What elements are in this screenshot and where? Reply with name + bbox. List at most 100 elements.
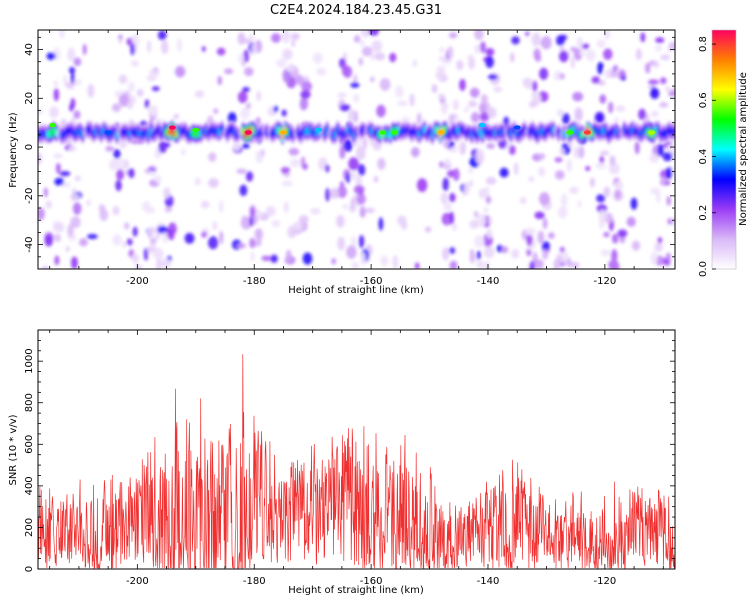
heatmap-speckle — [114, 90, 121, 97]
heatmap-speckle — [370, 53, 376, 61]
heatmap-speckle — [336, 214, 345, 228]
heatmap-speckle — [585, 166, 591, 172]
heatmap-speckle — [237, 91, 248, 104]
heatmap-speckle — [53, 153, 63, 159]
heatmap-speckle — [44, 234, 54, 247]
heatmap-speckle — [144, 206, 156, 214]
heatmap-speckle — [245, 171, 254, 182]
heatmap-speckle — [157, 30, 167, 41]
heatmap-speckle — [130, 255, 140, 261]
heatmap-speckle — [487, 107, 497, 119]
heatmap-speckle — [250, 251, 255, 262]
heatmap-speckle — [358, 235, 365, 249]
heatmap-speckle — [499, 167, 509, 178]
heatmap-speckle — [240, 216, 252, 230]
heatmap-band-layer — [38, 119, 675, 146]
snr-y-tick-label: 1000 — [24, 348, 35, 373]
heatmap-speckle — [357, 164, 366, 176]
heatmap-speckle — [281, 109, 287, 117]
heatmap-speckle — [493, 86, 503, 93]
heatmap-speckle — [611, 249, 618, 263]
heatmap-speckle — [236, 243, 247, 249]
heatmap-speckle — [162, 231, 168, 244]
heatmap-speckle — [463, 182, 471, 195]
heatmap-band-peak — [379, 130, 387, 135]
heatmap-speckle — [659, 77, 667, 85]
heatmap-speckle — [174, 65, 186, 78]
heatmap-speckle — [508, 145, 516, 155]
heatmap-speckle — [232, 140, 241, 152]
heatmap-speckle — [251, 42, 258, 55]
heatmap-speckle — [650, 187, 661, 195]
heatmap-speckle — [436, 65, 447, 72]
heatmap-speckle — [376, 104, 386, 118]
heatmap-speckle — [531, 91, 540, 100]
heatmap-speckle — [260, 148, 265, 157]
heatmap-speckle — [342, 203, 349, 210]
heatmap-speckle — [131, 33, 140, 47]
heatmap-speckle — [442, 247, 450, 261]
heatmap-speckle — [547, 232, 555, 239]
heatmap-speckle — [463, 106, 470, 113]
heatmap-speckle — [647, 79, 659, 85]
heatmap-speckle — [353, 184, 365, 195]
heatmap-speckle — [438, 161, 444, 168]
heatmap-speckle — [242, 86, 250, 93]
heatmap-speckle — [62, 74, 68, 86]
heatmap-speckle — [353, 93, 360, 103]
heatmap-speckle — [554, 170, 565, 180]
heatmap-speckle — [289, 158, 301, 168]
heatmap-speckle — [364, 207, 375, 214]
heatmap-speckle — [237, 32, 246, 45]
heatmap-speckle — [79, 238, 88, 247]
heatmap-speckle — [242, 143, 250, 149]
heatmap-speckle — [511, 36, 520, 45]
heatmap-speckle — [56, 222, 65, 233]
heatmap-speckle — [53, 88, 60, 102]
heatmap-speckle — [458, 143, 463, 151]
heatmap-speckle — [132, 226, 138, 237]
heatmap-speckle — [341, 62, 348, 76]
heatmap-speckle — [208, 178, 219, 188]
heatmap-speckle — [599, 150, 610, 156]
heatmap-speckle — [668, 90, 675, 97]
heatmap-speckle — [173, 113, 179, 120]
colorbar-tick-label: 0.6 — [698, 92, 709, 108]
heatmap-speckle — [180, 148, 186, 156]
heatmap-speckle — [281, 180, 293, 187]
heatmap-speckle — [598, 62, 604, 69]
heatmap-speckle — [331, 258, 337, 265]
heatmap-speckle — [474, 44, 481, 54]
heatmap-band-peak — [49, 122, 57, 128]
heatmap-speckle — [537, 153, 546, 160]
colorbar-ticks: 0.0 0.2 0.4 0.6 0.8 — [698, 36, 716, 277]
heatmap-speckle — [665, 166, 673, 180]
heatmap-speckle — [212, 220, 218, 231]
heatmap-speckle — [348, 157, 359, 171]
heatmap-speckle — [346, 172, 351, 184]
heatmap-speckle — [579, 48, 585, 57]
heatmap-speckle — [485, 195, 492, 204]
heatmap-speckle — [511, 248, 520, 260]
heatmap-speckle — [653, 61, 660, 69]
heatmap-speckle — [649, 153, 659, 163]
snr-y-tick-label: 600 — [24, 435, 35, 454]
heatmap-speckle — [539, 67, 549, 80]
heatmap-speckle — [650, 86, 657, 96]
heatmap-speckle — [409, 93, 415, 107]
heatmap-speckle — [604, 30, 611, 40]
heatmap-speckle — [468, 100, 478, 108]
heatmap-band-peak — [279, 130, 287, 135]
heatmap-speckle — [615, 105, 626, 112]
heatmap-speckle — [295, 75, 304, 86]
heatmap-speckle — [207, 236, 219, 250]
heatmap-y-tick-label: -20 — [24, 188, 35, 204]
heatmap-speckle — [298, 215, 309, 224]
heatmap-speckle — [474, 30, 484, 40]
heatmap-y-tick-label: 40 — [24, 43, 35, 56]
heatmap-speckle — [136, 88, 144, 97]
heatmap-speckle — [218, 200, 224, 213]
colorbar-frame — [711, 29, 737, 270]
heatmap-speckle — [374, 52, 386, 61]
